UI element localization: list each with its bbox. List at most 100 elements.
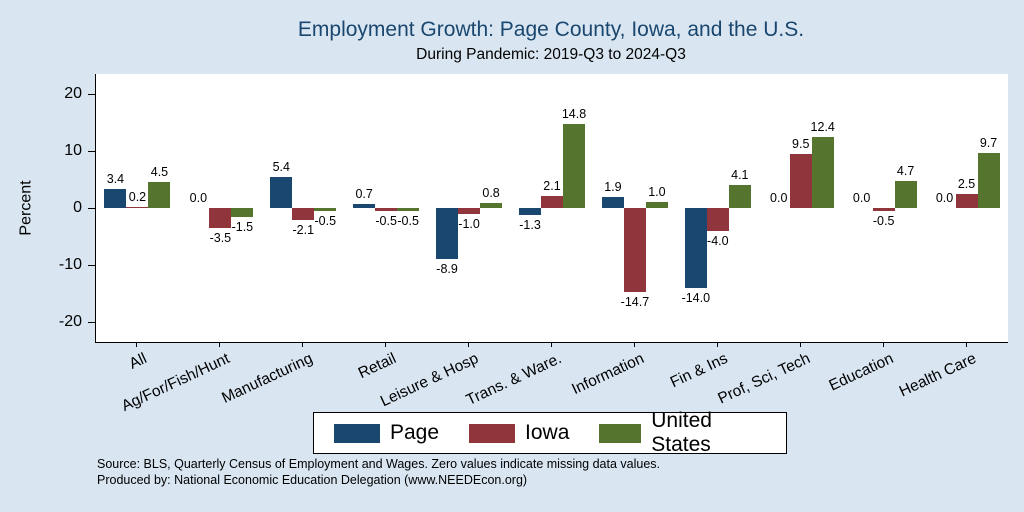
legend-label: Iowa [525,421,570,444]
y-tick-label: 0 [73,199,82,216]
bar-value-label: 9.7 [979,135,998,150]
bar-value-label: 2.1 [543,179,561,194]
y-tick-mark [88,265,95,267]
x-tick-mark [965,342,967,347]
bar-iowa [292,208,315,220]
bar-page [353,204,376,208]
bar-value-label: -8.9 [436,261,458,276]
bar-value-label: 2.5 [957,176,976,191]
legend: Page Iowa United States [313,409,787,457]
x-tick-mark [882,342,884,347]
bar-value-label: 4.5 [150,165,169,180]
legend-item-united-states: United States [599,409,766,457]
y-tick-mark [88,150,95,152]
bar-value-label: 0.0 [935,191,954,205]
y-tick-label: 10 [64,141,82,159]
bar-united-states [397,208,420,211]
x-tick-mark [468,342,470,347]
x-category-label-text: Education [826,350,896,395]
legend-swatch [599,423,642,443]
bar-iowa [209,208,232,228]
x-tick-mark [799,342,801,347]
bar-iowa [789,153,812,208]
y-tick-label: -10 [58,256,82,274]
bar-united-states [728,184,751,208]
legend-item-page: Page [334,421,439,445]
x-tick-mark [633,342,635,347]
y-tick-label: 20 [64,84,82,102]
bar-united-states [977,152,1000,208]
bar-value-label: 0.2 [128,189,147,204]
source-notes: Source: BLS, Quarterly Census of Employm… [97,456,660,489]
bar-iowa [872,208,895,211]
bar-value-label: 0.8 [482,186,500,201]
bar-page [104,188,127,208]
x-tick-mark [219,342,221,347]
bar-united-states [811,137,834,208]
bar-value-label: 0.7 [355,187,373,201]
bar-page [601,197,624,208]
bar-iowa [126,206,149,208]
bar-iowa [623,208,646,292]
bar-page [270,177,293,208]
bar-value-label: 9.5 [792,136,810,151]
bar-value-label: -0.5 [872,213,895,228]
bar-united-states [645,202,668,208]
bar-value-label: 12.4 [810,120,835,135]
bar-value-label: -1.3 [519,218,541,233]
legend-label: Page [390,421,440,444]
bar-value-label: 3.4 [106,171,125,186]
source-line-2: Produced by: National Economic Education… [97,473,528,488]
bar-page [519,208,541,216]
bar-united-states [148,182,171,208]
bar-value-label: 1.9 [604,180,622,195]
chart-subtitle: During Pandemic: 2019-Q3 to 2024-Q3 [416,46,686,63]
x-category-label-text: Information [569,350,648,399]
bar-value-label: 0.0 [852,191,871,205]
bar-value-label: -14.7 [620,294,650,309]
bar-united-states [314,208,337,211]
bar-value-label: 5.4 [272,160,290,175]
bar-value-label: -2.1 [292,222,315,237]
legend-item-iowa: Iowa [469,421,569,445]
y-tick-mark [88,93,95,95]
bar-iowa [706,208,729,231]
x-category-label-text: Health Care [896,350,979,401]
x-category-label-text: Manufacturing [219,350,316,407]
bar-united-states [563,123,585,208]
x-category-label-text: All [126,350,150,373]
x-tick-mark [385,342,387,347]
bar-value-label: 4.7 [896,164,915,179]
plot-area: 3.4 0.2 4.5 0.0 -3.5 -1.5 5.4 -2.1 -0.5 0.7 -0.5 -0… [95,74,1008,343]
bar-value-label: -4.0 [707,233,729,248]
x-category-label-text: Prof, Sci, Tech [715,350,813,408]
legend-swatch [469,423,516,443]
bar-value-label: -1.5 [231,219,254,234]
bar-page [436,208,459,259]
x-tick-mark [551,342,552,347]
y-axis-label: Percent [14,74,40,342]
y-tick-label: -20 [58,313,82,331]
y-tick-mark [88,208,95,209]
bar-iowa [375,208,398,211]
legend-swatch [334,423,380,443]
bar-iowa [541,196,563,208]
bar-value-label: -0.5 [314,213,337,228]
bar-united-states [231,208,254,217]
bar-value-label: -0.5 [397,213,419,228]
bar-iowa [955,193,978,208]
bar-value-label: 4.1 [731,167,749,182]
bar-page [684,208,707,288]
chart-title: Employment Growth: Page County, Iowa, an… [297,18,805,41]
bar-value-label: -14.0 [681,290,711,305]
x-category-label-text: Retail [355,350,399,383]
bar-iowa [458,208,481,214]
x-tick-mark [302,342,304,347]
bar-value-label: -0.5 [375,213,397,228]
bar-value-label: -3.5 [209,230,232,245]
bar-united-states [894,181,917,208]
source-line-1: Source: BLS, Quarterly Census of Employm… [97,457,661,471]
bar-value-label: 0.0 [770,191,788,205]
x-category-label-text: Trans. & Ware. [463,350,565,409]
